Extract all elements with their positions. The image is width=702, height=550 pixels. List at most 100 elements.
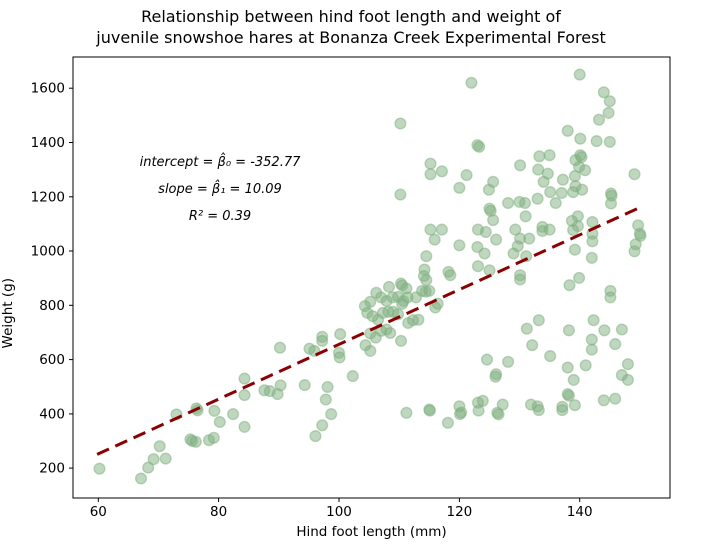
scatter-point	[238, 389, 251, 402]
scatter-point	[238, 372, 251, 385]
scatter-point	[628, 168, 641, 181]
y-tick-label: 800	[39, 298, 65, 314]
scatter-point	[460, 169, 473, 182]
scatter-point	[334, 328, 347, 341]
scatter-point	[394, 188, 407, 201]
x-axis-label: Hind foot length (mm)	[296, 524, 447, 540]
scatter-point	[573, 68, 586, 81]
scatter-point	[502, 355, 515, 368]
scatter-point	[579, 359, 592, 372]
scatter-point	[598, 324, 611, 337]
y-axis-label-text: Weight (g)	[0, 278, 16, 349]
y-tick-label: 1200	[31, 189, 65, 205]
scatter-point	[568, 399, 581, 412]
scatter-point	[574, 132, 587, 145]
scatter-point	[507, 247, 520, 260]
scatter-point	[238, 420, 251, 433]
scatter-point	[563, 279, 576, 292]
scatter-point	[424, 223, 437, 236]
scatter-point	[597, 86, 610, 99]
x-tick-label: 100	[326, 504, 352, 520]
x-tick-label: 60	[90, 504, 107, 520]
regression-annotation: intercept = β̂₀ = -352.77 slope = β̂₁ = …	[90, 149, 350, 230]
y-tick-label: 200	[39, 461, 65, 477]
scatter-point	[602, 106, 615, 119]
scatter-point	[424, 168, 437, 181]
scatter-point	[423, 404, 436, 417]
x-tick-label: 80	[210, 504, 227, 520]
scatter-point	[537, 175, 550, 188]
scatter-point	[603, 135, 616, 148]
scatter-point	[309, 430, 322, 443]
scatter-point	[568, 170, 581, 183]
scatter-point	[420, 274, 433, 287]
scatter-point	[621, 373, 634, 386]
scatter-point	[487, 175, 500, 188]
scatter-point	[455, 406, 468, 419]
scatter-point	[227, 408, 240, 421]
scatter-point	[519, 210, 532, 223]
scatter-point	[325, 408, 338, 421]
scatter-point	[319, 393, 332, 406]
scatter-point	[346, 370, 359, 383]
y-tick-label: 1400	[31, 135, 65, 151]
scatter-point	[364, 344, 377, 357]
scatter-point	[134, 472, 148, 485]
scatter-point	[396, 297, 409, 310]
scatter-point	[586, 215, 599, 229]
scatter-point	[518, 196, 532, 210]
scatter-point	[444, 269, 457, 282]
scatter-point	[487, 214, 500, 227]
scatter-point	[604, 197, 618, 210]
scatter-point	[391, 308, 405, 321]
scatter-point	[585, 333, 598, 346]
scatter-point	[549, 196, 562, 210]
scatter-point	[416, 284, 429, 297]
scatter-point	[465, 76, 478, 89]
scatter-point	[472, 404, 485, 417]
scatter-point	[420, 250, 433, 263]
scatter-point	[586, 235, 599, 248]
scatter-point	[476, 394, 489, 407]
scatter-point	[364, 295, 377, 308]
scatter-point	[532, 404, 545, 417]
y-tick-label: 400	[39, 406, 65, 422]
scatter-point	[556, 404, 569, 417]
scatter-point	[382, 280, 396, 293]
annotation-slope: slope = β̂₁ = 10.09	[158, 182, 282, 197]
scatter-point	[556, 173, 569, 186]
scatter-point	[473, 140, 486, 153]
scatter-point	[435, 223, 448, 236]
scatter-point	[316, 419, 329, 432]
scatter-point	[142, 461, 155, 474]
scatter-point	[597, 394, 610, 407]
scatter-point	[394, 117, 407, 130]
scatter-point	[604, 291, 617, 304]
scatter-point	[567, 186, 580, 199]
scatter-point	[435, 165, 448, 178]
scatter-point	[424, 157, 437, 170]
scatter-point	[609, 338, 622, 351]
x-tick-label: 140	[567, 504, 593, 520]
scatter-point	[567, 373, 580, 386]
scatter-point	[412, 313, 425, 326]
scatter-point	[514, 159, 527, 172]
scatter-point	[453, 239, 466, 252]
annotation-r-squared: R² = 0.39	[188, 209, 252, 224]
scatter-point	[532, 314, 545, 327]
scatter-point	[147, 453, 160, 466]
scatter-point	[453, 181, 466, 194]
scatter-point	[523, 232, 536, 245]
scatter-point	[492, 408, 505, 421]
scatter-point	[621, 358, 634, 371]
annotation-intercept: intercept = β̂₀ = -352.77	[139, 155, 301, 170]
scatter-point	[159, 452, 172, 465]
x-tick-label: 120	[447, 504, 473, 520]
scatter-point	[483, 264, 496, 277]
scatter-point	[590, 135, 603, 148]
scatter-point	[213, 415, 226, 429]
scatter-point	[555, 186, 568, 200]
scatter-point	[543, 223, 556, 236]
scatter-point	[561, 124, 574, 137]
